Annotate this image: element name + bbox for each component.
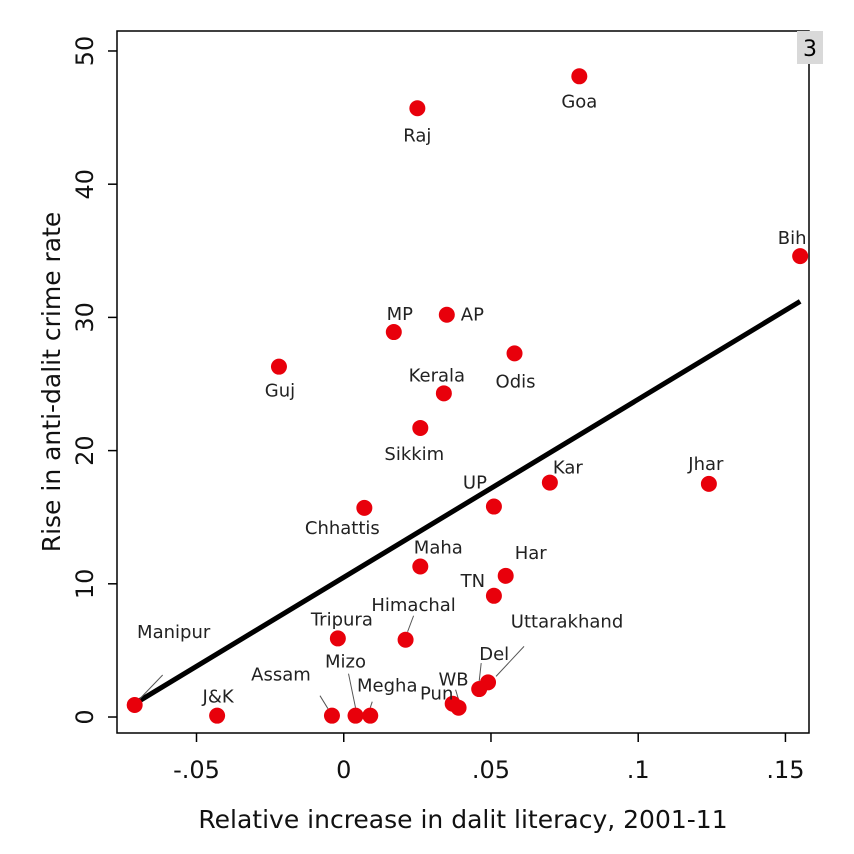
point-label: Himachal	[371, 595, 455, 616]
panel-badge-label: 3	[803, 37, 817, 62]
x-tick-label: .05	[472, 756, 510, 784]
data-point	[444, 695, 461, 712]
point-label: Guj	[265, 381, 295, 402]
data-point	[541, 474, 558, 491]
y-tick-label: 30	[71, 302, 99, 333]
point-label: Kar	[553, 458, 584, 479]
data-point	[385, 324, 402, 341]
point-label: MP	[387, 304, 414, 325]
data-point	[435, 385, 452, 402]
point-label: Pun	[420, 684, 453, 705]
point-label: Odis	[496, 371, 536, 392]
y-tick-label: 10	[71, 569, 99, 600]
data-point	[329, 630, 346, 647]
point-label: Tripura	[310, 609, 373, 630]
data-point	[270, 358, 287, 375]
leader-line	[319, 695, 329, 709]
point-label: Sikkim	[384, 444, 444, 465]
data-point	[356, 499, 373, 516]
point-label: Chhattis	[305, 518, 380, 539]
point-label: WB	[439, 670, 469, 691]
x-axis-ticks: -.05 0 .05 .1 .15	[173, 733, 805, 784]
point-label: AP	[461, 305, 484, 326]
point-label: J&K	[202, 687, 235, 708]
fit-line	[133, 299, 802, 706]
point-label: Maha	[414, 537, 463, 558]
y-tick-label: 0	[71, 709, 99, 724]
data-point	[362, 707, 379, 724]
point-label: Bih	[778, 228, 807, 249]
data-point	[571, 68, 588, 85]
point-label: Manipur	[137, 622, 211, 643]
data-points	[126, 68, 809, 724]
data-point	[126, 697, 143, 714]
point-label: TN	[460, 571, 485, 592]
data-point	[412, 558, 429, 575]
data-point	[397, 631, 414, 648]
point-label: Goa	[561, 91, 597, 112]
x-tick-label: .1	[627, 756, 650, 784]
point-label: UP	[463, 473, 487, 494]
data-point	[792, 248, 809, 265]
point-label: Har	[515, 543, 548, 564]
panel-badge	[797, 31, 823, 64]
point-label: Assam	[251, 665, 311, 686]
y-axis-title: Rise in anti-dalit crime rate	[37, 212, 66, 553]
data-point	[700, 475, 717, 492]
data-point	[471, 681, 488, 698]
data-point	[485, 587, 502, 604]
leader-line	[137, 674, 164, 702]
x-tick-label: -.05	[173, 756, 220, 784]
point-label: Uttarakhand	[511, 611, 623, 632]
leader-line	[369, 701, 373, 708]
data-point	[485, 498, 502, 515]
x-tick-label: .15	[766, 756, 804, 784]
point-label: Jhar	[687, 454, 724, 475]
x-tick-label: 0	[336, 756, 351, 784]
data-point	[323, 707, 340, 724]
y-tick-label: 20	[71, 435, 99, 466]
leader-line	[478, 662, 482, 682]
y-axis-ticks: 0 10 20 30 40 50	[71, 36, 117, 725]
leader-line	[495, 646, 525, 677]
point-label: Mizo	[325, 652, 366, 673]
leader-line	[348, 673, 357, 708]
point-label: Megha	[357, 676, 417, 697]
data-point	[412, 419, 429, 436]
data-point	[347, 707, 364, 724]
y-tick-label: 50	[71, 36, 99, 67]
point-labels: Goa Raj Bih AP MP Odis Guj Kerala Sikkim Kar Jhar U…	[137, 91, 806, 707]
data-point	[409, 100, 426, 117]
leader-line	[407, 615, 415, 632]
plot-frame	[116, 30, 810, 734]
data-point	[209, 707, 226, 724]
data-point	[497, 567, 514, 584]
y-tick-label: 40	[71, 169, 99, 200]
data-point	[438, 306, 455, 323]
data-point	[506, 345, 523, 362]
point-label: Kerala	[409, 365, 465, 386]
point-label: Del	[479, 644, 509, 665]
x-axis-title: Relative increase in dalit literacy, 200…	[198, 805, 727, 834]
label-leader-lines	[137, 615, 525, 709]
point-label: Raj	[403, 125, 431, 146]
